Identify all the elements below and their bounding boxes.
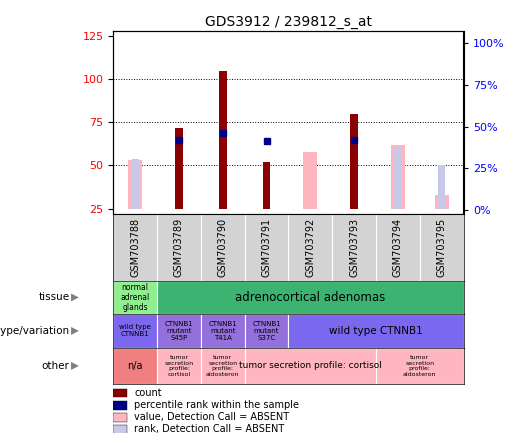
Bar bbox=[113, 425, 127, 434]
Text: n/a: n/a bbox=[127, 361, 143, 371]
Text: tumor
secretion
profile:
aldosteron: tumor secretion profile: aldosteron bbox=[206, 355, 239, 377]
Bar bbox=[376, 348, 464, 384]
Bar bbox=[175, 127, 183, 209]
Bar bbox=[263, 162, 270, 209]
Text: GSM703794: GSM703794 bbox=[393, 218, 403, 277]
Text: tumor secretion profile: cortisol: tumor secretion profile: cortisol bbox=[239, 361, 382, 370]
Text: normal
adrenal
glands: normal adrenal glands bbox=[121, 282, 150, 312]
Text: value, Detection Call = ABSENT: value, Detection Call = ABSENT bbox=[134, 412, 289, 422]
Text: count: count bbox=[134, 388, 162, 398]
Text: GSM703793: GSM703793 bbox=[349, 218, 359, 277]
Text: CTNNB1
mutant
S45P: CTNNB1 mutant S45P bbox=[165, 321, 193, 341]
Text: wild type
CTNNB1: wild type CTNNB1 bbox=[119, 325, 151, 337]
Bar bbox=[128, 160, 142, 209]
Bar bbox=[350, 114, 358, 209]
Text: GSM703792: GSM703792 bbox=[305, 218, 315, 277]
Bar bbox=[245, 348, 376, 384]
Text: adrenocortical adenomas: adrenocortical adenomas bbox=[235, 291, 385, 304]
Bar bbox=[113, 388, 127, 397]
Bar bbox=[113, 348, 157, 384]
Bar bbox=[438, 166, 445, 209]
Text: other: other bbox=[42, 361, 70, 371]
Text: rank, Detection Call = ABSENT: rank, Detection Call = ABSENT bbox=[134, 424, 285, 435]
Bar bbox=[219, 71, 227, 209]
Bar bbox=[245, 314, 288, 348]
Text: percentile rank within the sample: percentile rank within the sample bbox=[134, 400, 299, 410]
Bar bbox=[201, 348, 245, 384]
Bar bbox=[113, 401, 127, 409]
Title: GDS3912 / 239812_s_at: GDS3912 / 239812_s_at bbox=[205, 15, 372, 29]
Text: CTNNB1
mutant
S37C: CTNNB1 mutant S37C bbox=[252, 321, 281, 341]
Bar bbox=[113, 314, 157, 348]
Bar bbox=[288, 314, 464, 348]
Text: genotype/variation: genotype/variation bbox=[0, 326, 70, 336]
Bar bbox=[394, 147, 401, 209]
Bar bbox=[303, 152, 317, 209]
Bar bbox=[132, 159, 139, 209]
Bar bbox=[435, 195, 449, 209]
Bar bbox=[201, 314, 245, 348]
Text: tumor
secretion
profile:
aldosteron: tumor secretion profile: aldosteron bbox=[403, 355, 437, 377]
Text: GSM703795: GSM703795 bbox=[437, 218, 447, 277]
Bar bbox=[391, 145, 405, 209]
Text: GSM703789: GSM703789 bbox=[174, 218, 184, 277]
Bar bbox=[113, 281, 157, 314]
Text: GSM703791: GSM703791 bbox=[262, 218, 271, 277]
Text: tissue: tissue bbox=[39, 293, 70, 302]
Bar bbox=[113, 413, 127, 422]
Text: GSM703788: GSM703788 bbox=[130, 218, 140, 277]
Text: wild type CTNNB1: wild type CTNNB1 bbox=[329, 326, 423, 336]
Text: tumor
secretion
profile:
cortisol: tumor secretion profile: cortisol bbox=[164, 355, 194, 377]
Bar bbox=[157, 281, 464, 314]
Text: GSM703790: GSM703790 bbox=[218, 218, 228, 277]
Bar bbox=[157, 314, 201, 348]
Text: CTNNB1
mutant
T41A: CTNNB1 mutant T41A bbox=[209, 321, 237, 341]
Bar bbox=[157, 348, 201, 384]
